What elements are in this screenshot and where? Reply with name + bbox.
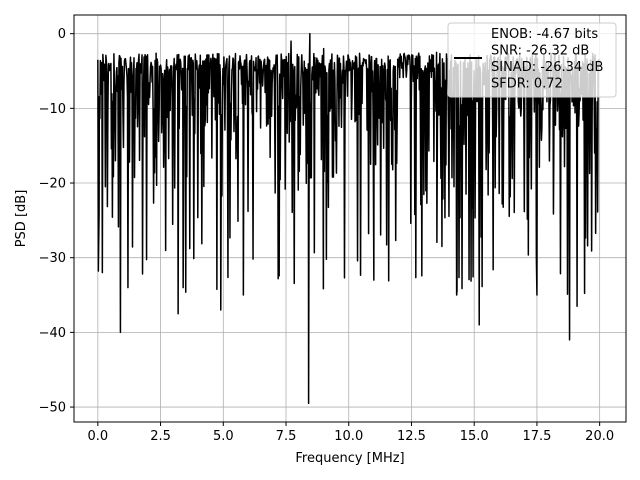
x-tick-label: 10.0 — [334, 429, 363, 444]
axes-frame — [73, 14, 627, 423]
legend-enob-text: ENOB: -4.67 bits — [491, 27, 598, 42]
legend: ENOB: -4.67 bits SNR: -26.32 dB SINAD: -… — [447, 22, 617, 98]
legend-sfdr-text: SFDR: 0.72 — [491, 77, 563, 92]
y-tick-label: −40 — [39, 326, 66, 341]
y-tick-label: −20 — [39, 177, 66, 192]
y-tick-label: 0 — [58, 27, 66, 42]
x-tick-label: 20.0 — [585, 429, 614, 444]
x-axis-label: Frequency [MHz] — [295, 451, 404, 466]
x-tick-label: 5.0 — [213, 429, 234, 444]
x-tick-label: 7.5 — [276, 429, 297, 444]
legend-box — [447, 22, 617, 98]
x-axis-ticks: 0.0 2.5 5.0 7.5 10.0 12.5 15.0 17.5 20.0 — [87, 422, 614, 444]
x-tick-label: 2.5 — [150, 429, 171, 444]
x-tick-label: 12.5 — [397, 429, 426, 444]
x-tick-label: 0.0 — [87, 429, 108, 444]
y-tick-label: −50 — [39, 401, 66, 416]
y-tick-label: −30 — [39, 251, 66, 266]
y-axis-ticks: 0 −10 −20 −30 −40 −50 — [39, 27, 74, 416]
x-tick-label: 17.5 — [522, 429, 551, 444]
y-tick-label: −10 — [39, 102, 66, 117]
y-axis-label: PSD [dB] — [14, 190, 29, 248]
legend-snr-text: SNR: -26.32 dB — [491, 44, 589, 59]
legend-sinad-text: SINAD: -26.34 dB — [491, 60, 603, 75]
x-tick-label: 15.0 — [460, 429, 489, 444]
